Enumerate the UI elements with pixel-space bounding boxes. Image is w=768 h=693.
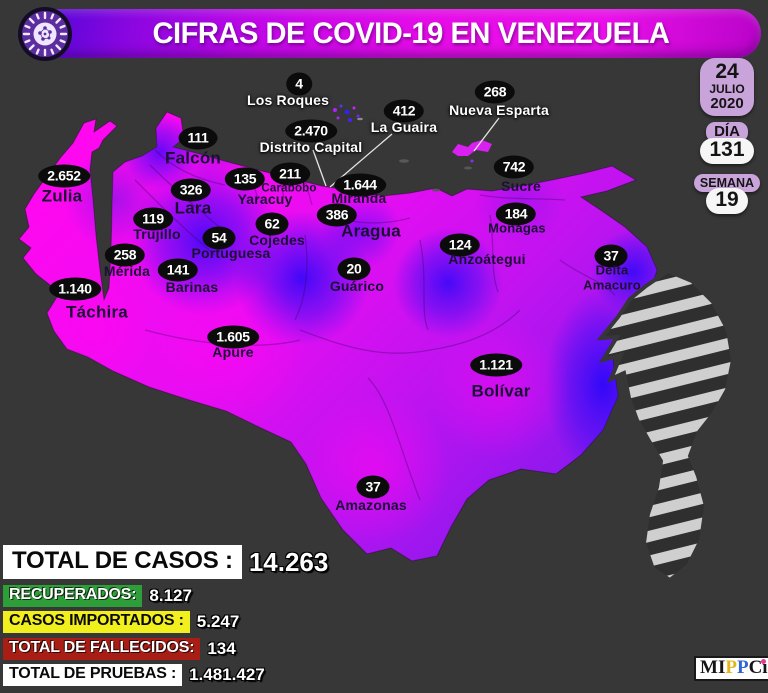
case-badge-los-roques: 4 xyxy=(286,72,312,96)
logo-letter: I xyxy=(717,657,726,678)
state-name-distrito-capital: Distrito Capital xyxy=(259,139,363,156)
date-month: JULIO xyxy=(709,82,745,97)
case-badge-falcon: 111 xyxy=(178,126,218,150)
state-name-zulia: Zulia xyxy=(41,186,83,206)
state-name-apure: Apure xyxy=(212,344,254,361)
state-name-portuguesa: Portuguesa xyxy=(191,245,271,262)
semana-label: SEMANA xyxy=(693,174,761,193)
logo-letter: M xyxy=(700,657,718,678)
total-casos-value: 14.263 xyxy=(248,546,329,577)
fallecidos-label: TOTAL DE FALLECIDOS: xyxy=(3,638,201,660)
mippci-logo: M I P P C ı xyxy=(694,656,768,681)
importados-label: CASOS IMPORTADOS : xyxy=(3,611,190,633)
case-badge-bolivar: 1.121 xyxy=(470,353,522,377)
state-name-amazonas: Amazonas xyxy=(335,497,407,514)
state-name-nueva-esparta: Nueva Esparta xyxy=(449,102,549,119)
dia-label: DÍA xyxy=(706,122,748,143)
pruebas-label: TOTAL DE PRUEBAS : xyxy=(3,664,183,686)
state-name-miranda: Miranda xyxy=(331,190,387,207)
recuperados-label: RECUPERADOS: xyxy=(3,585,143,607)
state-name-aragua: Aragua xyxy=(341,221,401,241)
recuperados-value: 8.127 xyxy=(149,586,192,605)
case-badge-carabobo: 211 xyxy=(270,162,310,186)
case-badge-monagas: 184 xyxy=(495,202,537,226)
logo-letter: C xyxy=(748,657,763,678)
case-badge-la-guaira: 412 xyxy=(383,99,425,123)
date-year: 2020 xyxy=(710,94,744,112)
logo-letter: P xyxy=(736,657,749,678)
total-row-casos: TOTAL DE CASOS : 14.263 xyxy=(3,545,328,579)
state-name-trujillo: Trujillo xyxy=(133,226,181,243)
total-row-recuperados: RECUPERADOS: 8.127 xyxy=(3,585,192,607)
dia-value: 131 xyxy=(700,138,754,165)
total-row-importados: CASOS IMPORTADOS : 5.247 xyxy=(3,611,239,633)
state-name-falcon: Falcón xyxy=(165,148,221,168)
state-name-barinas: Barinas xyxy=(165,279,219,296)
case-badge-merida: 258 xyxy=(104,243,146,267)
state-name-anzoategui: Anzoátegui xyxy=(448,251,526,268)
case-badge-nueva-esparta: 268 xyxy=(474,80,516,104)
semana-value: 19 xyxy=(706,188,748,215)
case-badge-aragua: 386 xyxy=(316,203,358,227)
state-name-carabobo: Carabobo xyxy=(261,182,317,195)
case-badge-portuguesa: 54 xyxy=(202,226,236,250)
state-name-tachira: Táchira xyxy=(66,302,128,322)
case-badge-apure: 1.605 xyxy=(207,325,259,349)
state-name-delta-amacuro: Delta Amacuro xyxy=(583,262,641,292)
state-name-la-guaira: La Guaira xyxy=(370,119,438,136)
case-badge-tachira: 1.140 xyxy=(49,277,101,301)
logo-letter: P xyxy=(725,657,737,678)
total-casos-label: TOTAL DE CASOS : xyxy=(3,545,242,579)
total-row-pruebas: TOTAL DE PRUEBAS : 1.481.427 xyxy=(3,664,265,686)
state-name-sucre: Sucre xyxy=(501,178,541,195)
state-name-bolivar: Bolívar xyxy=(471,381,531,401)
hatched-territory-region xyxy=(596,268,736,583)
total-row-fallecidos: TOTAL DE FALLECIDOS: 134 xyxy=(3,638,236,660)
date-day: 24 xyxy=(715,60,739,83)
case-badge-barinas: 141 xyxy=(157,258,199,282)
state-borders xyxy=(134,149,616,501)
islands xyxy=(333,104,492,192)
case-badge-delta-amacuro: 37 xyxy=(594,244,628,268)
page-title: CIFRAS DE COVID-19 EN VENEZUELA xyxy=(152,16,670,50)
header-banner: CIFRAS DE COVID-19 EN VENEZUELA xyxy=(28,9,761,58)
case-badge-anzoategui: 124 xyxy=(439,233,481,257)
case-badge-zulia: 2.652 xyxy=(38,164,90,188)
state-name-merida: Mérida xyxy=(103,263,151,280)
state-name-guarico: Guárico xyxy=(329,278,385,295)
coronavirus-icon xyxy=(18,7,72,61)
margarita-island xyxy=(452,140,492,156)
state-name-monagas: Monagas xyxy=(488,220,546,236)
case-badge-yaracuy: 135 xyxy=(224,167,266,191)
case-badge-distrito-capital: 2.470 xyxy=(285,119,337,143)
case-badge-sucre: 742 xyxy=(493,155,535,179)
case-badge-lara: 326 xyxy=(170,178,212,202)
state-name-lara: Lara xyxy=(174,198,212,218)
case-badge-cojedes: 62 xyxy=(255,212,289,236)
importados-value: 5.247 xyxy=(196,612,240,631)
logo-i-dot xyxy=(760,659,766,664)
case-badge-amazonas: 37 xyxy=(356,475,390,499)
state-name-los-roques: Los Roques xyxy=(246,92,330,109)
state-name-cojedes: Cojedes xyxy=(249,232,305,249)
state-name-yaracuy: Yaracuy xyxy=(237,191,293,208)
case-badge-trujillo: 119 xyxy=(133,207,173,231)
case-badge-miranda: 1.644 xyxy=(334,173,386,197)
pruebas-value: 1.481.427 xyxy=(189,665,265,684)
fallecidos-value: 134 xyxy=(207,639,236,658)
logo-letter: ı xyxy=(762,657,768,678)
date-panel: 24 JULIO 2020 DÍA 131 SEMANA 19 xyxy=(692,58,762,215)
case-badge-guarico: 20 xyxy=(337,257,371,281)
date-badge: 24 JULIO 2020 xyxy=(700,58,754,117)
